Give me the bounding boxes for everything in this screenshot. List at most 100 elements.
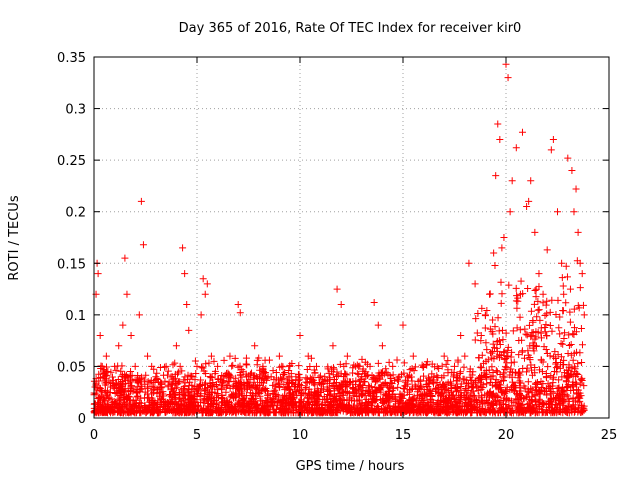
data-point	[497, 352, 505, 360]
data-point	[573, 386, 581, 394]
data-point	[361, 358, 369, 366]
data-point	[500, 404, 508, 412]
data-point	[454, 356, 462, 364]
data-point	[118, 383, 126, 391]
data-point	[499, 326, 507, 334]
data-point	[107, 395, 115, 403]
data-point	[427, 377, 435, 385]
data-point	[230, 405, 238, 413]
data-point	[514, 374, 522, 382]
data-point	[181, 270, 189, 278]
data-point	[165, 378, 173, 386]
data-point	[513, 324, 521, 332]
data-point	[569, 371, 577, 379]
data-point	[478, 372, 486, 380]
data-point	[172, 384, 180, 392]
data-point	[244, 401, 252, 409]
data-point	[478, 351, 486, 359]
data-point	[122, 373, 130, 381]
data-point	[521, 325, 529, 333]
data-point	[479, 407, 487, 415]
data-point	[120, 407, 128, 415]
data-point	[178, 391, 186, 399]
data-point	[539, 290, 547, 298]
data-point	[193, 362, 201, 370]
data-point	[356, 400, 364, 408]
data-point	[437, 385, 445, 393]
data-point	[206, 394, 214, 402]
data-point	[290, 383, 298, 391]
data-point	[340, 397, 348, 405]
data-point	[111, 362, 119, 370]
data-point	[219, 380, 227, 388]
data-point	[376, 385, 384, 393]
data-point	[436, 380, 444, 388]
data-point	[580, 382, 588, 390]
data-point	[519, 364, 527, 372]
data-point	[574, 371, 582, 379]
data-point	[284, 409, 292, 417]
data-point	[385, 395, 393, 403]
data-point	[144, 352, 152, 360]
data-point	[309, 379, 317, 387]
data-point	[434, 396, 442, 404]
data-point	[539, 400, 547, 408]
data-point	[522, 330, 530, 338]
data-point	[95, 394, 103, 402]
data-point	[401, 382, 409, 390]
data-point	[498, 290, 506, 298]
data-point	[577, 376, 585, 384]
data-point	[121, 254, 129, 262]
data-point	[198, 381, 206, 389]
data-point	[120, 398, 128, 406]
data-point	[434, 384, 442, 392]
data-point	[142, 408, 150, 416]
data-point	[281, 368, 289, 376]
data-point	[530, 300, 538, 308]
data-point	[564, 350, 572, 358]
data-point	[311, 389, 319, 397]
data-point	[98, 386, 106, 394]
data-point	[536, 397, 544, 405]
data-point	[340, 362, 348, 370]
data-point	[406, 386, 414, 394]
data-point	[346, 409, 354, 417]
data-point	[280, 381, 288, 389]
data-point	[460, 363, 468, 371]
data-point	[242, 360, 250, 368]
data-point	[541, 324, 549, 332]
data-point	[365, 408, 373, 416]
x-tick-label: 25	[601, 428, 618, 443]
data-point	[168, 373, 176, 381]
data-point	[336, 360, 344, 368]
data-point	[549, 394, 557, 402]
data-point	[265, 356, 273, 364]
data-point	[471, 336, 479, 344]
data-point	[408, 396, 416, 404]
data-point	[526, 356, 534, 364]
data-point	[201, 399, 209, 407]
data-point	[568, 408, 576, 416]
data-point	[450, 369, 458, 377]
data-point	[560, 397, 568, 405]
data-point	[251, 372, 259, 380]
data-point	[481, 311, 489, 319]
data-point	[226, 352, 234, 360]
data-point	[374, 372, 382, 380]
y-tick-label: 0.15	[57, 257, 86, 272]
data-point	[209, 402, 217, 410]
data-point	[495, 327, 503, 335]
data-point	[533, 313, 541, 321]
data-point	[114, 408, 122, 416]
data-point	[474, 310, 482, 318]
data-point	[244, 378, 252, 386]
data-point	[193, 386, 201, 394]
data-point	[139, 241, 147, 249]
data-point	[513, 304, 521, 312]
data-point	[171, 359, 179, 367]
data-point	[212, 381, 220, 389]
data-point	[232, 382, 240, 390]
data-point	[565, 342, 573, 350]
data-point	[222, 397, 230, 405]
data-point	[409, 352, 417, 360]
